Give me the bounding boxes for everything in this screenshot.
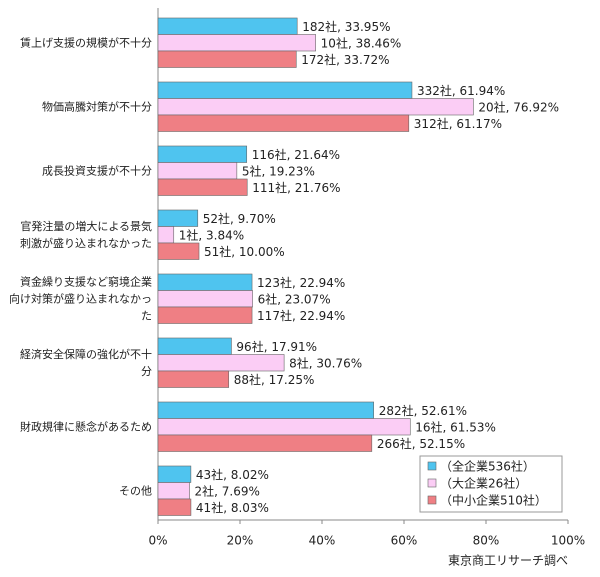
value-label: 5社, 19.23%	[242, 163, 315, 178]
bar	[157, 290, 253, 308]
legend-label: （中小企業510社）	[440, 493, 547, 508]
value-label: 6社, 23.07%	[258, 291, 331, 306]
bar	[157, 434, 373, 452]
value-label: 20社, 76.92%	[478, 99, 559, 114]
value-label: 2社, 7.69%	[195, 483, 260, 498]
bar	[157, 465, 192, 483]
value-label: 111社, 21.76%	[252, 180, 340, 195]
legend-swatch	[427, 478, 437, 488]
value-label: 51社, 10.00%	[204, 244, 285, 259]
category-label: 官発注量の増大による景気 刺激が盛り込まれなかった	[20, 219, 152, 250]
bar	[157, 498, 192, 516]
bar	[157, 242, 200, 260]
value-label: 123社, 22.94%	[257, 275, 345, 290]
bar	[157, 50, 297, 68]
bar	[157, 337, 232, 355]
legend-swatch	[427, 495, 437, 505]
x-tick-label: 100%	[551, 534, 585, 548]
x-tick-label: 20%	[227, 534, 254, 548]
bar	[157, 162, 238, 180]
category-label: 物価高騰対策が不十分	[42, 100, 152, 114]
bar	[157, 209, 199, 227]
bar	[157, 401, 375, 419]
value-label: 88社, 17.25%	[234, 372, 315, 387]
bar	[157, 482, 190, 500]
value-label: 1社, 3.84%	[179, 227, 244, 242]
x-tick-label: 60%	[391, 534, 418, 548]
value-label: 43社, 8.02%	[196, 467, 269, 482]
category-label: 経済安全保障の強化が不十 分	[20, 347, 152, 378]
value-label: 16社, 61.53%	[415, 419, 496, 434]
value-label: 332社, 61.94%	[417, 83, 505, 98]
bar	[157, 273, 253, 291]
value-label: 96社, 17.91%	[236, 339, 317, 354]
category-label: その他	[119, 484, 152, 498]
bar	[157, 98, 474, 116]
bar	[157, 145, 248, 163]
bar	[157, 370, 230, 388]
legend-box	[419, 455, 563, 513]
value-label: 312社, 61.17%	[414, 116, 502, 131]
value-label: 172社, 33.72%	[301, 52, 389, 67]
category-label: 成長投資支援が不十分	[42, 164, 152, 178]
bar	[157, 226, 175, 244]
value-label: 41社, 8.03%	[196, 500, 269, 515]
category-label: 財政規律に懸念があるため	[20, 420, 152, 434]
value-label: 8社, 30.76%	[289, 355, 362, 370]
value-label: 282社, 52.61%	[379, 403, 467, 418]
bar	[157, 306, 253, 324]
value-label: 266社, 52.15%	[377, 436, 465, 451]
x-tick-label: 0%	[148, 534, 167, 548]
bar	[157, 81, 413, 99]
bar	[157, 17, 298, 35]
x-tick-label: 80%	[473, 534, 500, 548]
bar	[157, 354, 285, 372]
bar	[157, 34, 316, 52]
value-label: 182社, 33.95%	[302, 19, 390, 34]
value-label: 10社, 38.46%	[321, 35, 402, 50]
legend-swatch	[427, 461, 437, 471]
value-label: 52社, 9.70%	[203, 211, 276, 226]
category-label: 賃上げ支援の規模が不十分	[20, 36, 152, 50]
bar	[157, 178, 248, 196]
source-note: 東京商工リサーチ調べ	[448, 553, 568, 568]
category-label: 資金繰り支援など窮境企業 向け対策が盛り込まれなかっ た	[9, 275, 152, 323]
legend-label: （全企業536社）	[440, 459, 535, 474]
x-tick-label: 40%	[309, 534, 336, 548]
legend-label: （大企業26社）	[440, 476, 527, 491]
bar	[157, 114, 410, 132]
bar	[157, 418, 411, 436]
value-label: 116社, 21.64%	[252, 147, 340, 162]
value-label: 117社, 22.94%	[257, 308, 345, 323]
